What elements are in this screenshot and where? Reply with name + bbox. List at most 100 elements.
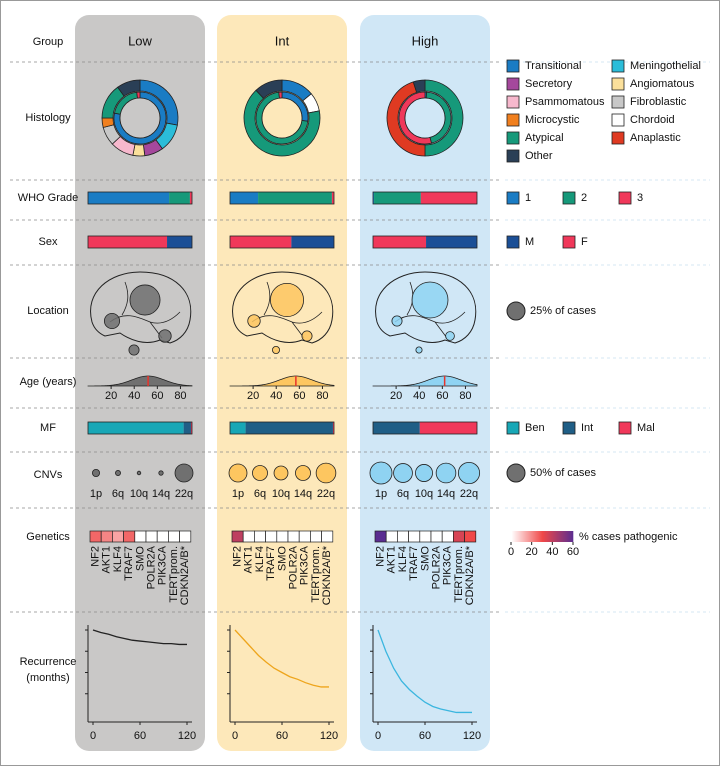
genetics-cell — [408, 530, 421, 543]
gradient-step — [528, 531, 530, 542]
legend-label: Fibroblastic — [630, 96, 687, 108]
donut-segment — [243, 89, 321, 157]
gradient-step — [564, 531, 566, 542]
donut-segment — [412, 79, 426, 93]
gradient-step — [533, 531, 535, 542]
legend-label: Transitional — [525, 60, 581, 72]
legend-circle — [506, 301, 526, 321]
gradient-step — [555, 531, 557, 542]
genetics-cell — [441, 530, 454, 543]
gradient-step — [570, 531, 572, 542]
legend-label: F — [581, 236, 588, 248]
location-circle — [301, 330, 313, 342]
age-tick-label: 40 — [270, 390, 282, 402]
legend-label: 25% of cases — [530, 305, 597, 317]
legend-label: M — [525, 236, 534, 248]
location-circle — [445, 331, 455, 341]
bar-segment — [230, 192, 259, 204]
x-tick-label: 0 — [90, 730, 96, 742]
bar-segment — [373, 422, 420, 434]
gradient-step — [527, 531, 529, 542]
genetics-cell — [374, 530, 387, 543]
legend-swatch — [562, 191, 576, 205]
bar-outline — [229, 421, 335, 435]
bar-segment — [245, 422, 333, 434]
gradient-step — [521, 531, 523, 542]
cnv-circle — [393, 463, 413, 483]
gene-label: NF2 — [375, 546, 387, 567]
gene-label: KLF4 — [254, 546, 266, 572]
cnv-circle — [174, 463, 194, 483]
location-circle — [411, 281, 449, 319]
location-circle — [270, 283, 304, 317]
legend-label: 2 — [581, 192, 587, 204]
gradient-step — [541, 531, 543, 542]
gradient-step — [559, 531, 561, 542]
gene-label: CDKN2A/B* — [179, 545, 191, 605]
genetics-cell — [397, 530, 409, 543]
bar-segment — [183, 422, 191, 434]
legend-label: Other — [525, 150, 553, 162]
genetics-cell — [254, 530, 266, 543]
gene-label: AKT1 — [243, 546, 255, 574]
legend-swatch — [611, 113, 625, 127]
bar-outline — [87, 191, 193, 205]
bar-outline — [372, 191, 478, 205]
gradient-step — [571, 531, 573, 542]
genetics-cell — [89, 530, 102, 543]
donut-segment — [117, 79, 141, 97]
legend-label: Meningothelial — [630, 60, 701, 72]
bar-segment — [420, 192, 477, 204]
gene-label: NF2 — [232, 546, 244, 567]
gradient-step — [525, 531, 527, 542]
legend-tick-label: 60 — [567, 546, 579, 558]
gene-label: SMO — [276, 546, 288, 572]
genetics-cell — [179, 530, 192, 543]
genetics-cell — [464, 530, 477, 543]
cnv-label: 10q — [130, 488, 148, 500]
legend-label: Int — [581, 422, 593, 434]
bar-outline — [229, 191, 335, 205]
skull-outline — [90, 271, 192, 344]
genetics-cell — [298, 530, 311, 543]
gradient-step — [551, 531, 553, 542]
gene-label: CDKN2A/B* — [321, 545, 333, 605]
legend-swatch — [506, 113, 520, 127]
gradient-step — [552, 531, 554, 542]
gene-label: TERTprom. — [310, 546, 322, 603]
gradient-step — [562, 531, 564, 542]
legend-swatch — [562, 421, 576, 435]
age-tick-label: 60 — [151, 390, 163, 402]
bar-outline — [372, 421, 478, 435]
gradient-step — [511, 531, 513, 542]
cnv-label: 22q — [317, 488, 335, 500]
age-tick-label: 20 — [247, 390, 259, 402]
row-label: MF — [40, 422, 56, 434]
cnv-circle — [457, 461, 481, 485]
gradient-step — [569, 531, 571, 542]
age-tick-label: 80 — [459, 390, 471, 402]
genetics-cell — [321, 530, 334, 543]
bar-segment — [169, 192, 190, 204]
genetics-cell — [385, 530, 398, 543]
legend-label: Microcystic — [525, 114, 580, 126]
row-label: Sex — [39, 236, 58, 248]
gene-label: TERTprom. — [168, 546, 180, 603]
location-circle — [158, 329, 172, 343]
recurrence-curve — [377, 629, 472, 714]
gene-label: TRAF7 — [408, 546, 420, 581]
cnv-label: 14q — [437, 488, 455, 500]
x-tick-label: 120 — [178, 730, 196, 742]
legend-label: Ben — [525, 422, 545, 434]
age-tick-label: 20 — [390, 390, 402, 402]
row-label: (months) — [26, 672, 69, 684]
gene-label: AKT1 — [386, 546, 398, 574]
genetics-cell — [430, 530, 443, 543]
bar-segment — [167, 236, 192, 248]
x-tick-label: 0 — [232, 730, 238, 742]
cnv-label: 10q — [415, 488, 433, 500]
cnv-label: 14q — [294, 488, 312, 500]
gradient-step — [535, 531, 537, 542]
donut-segment — [136, 91, 141, 99]
